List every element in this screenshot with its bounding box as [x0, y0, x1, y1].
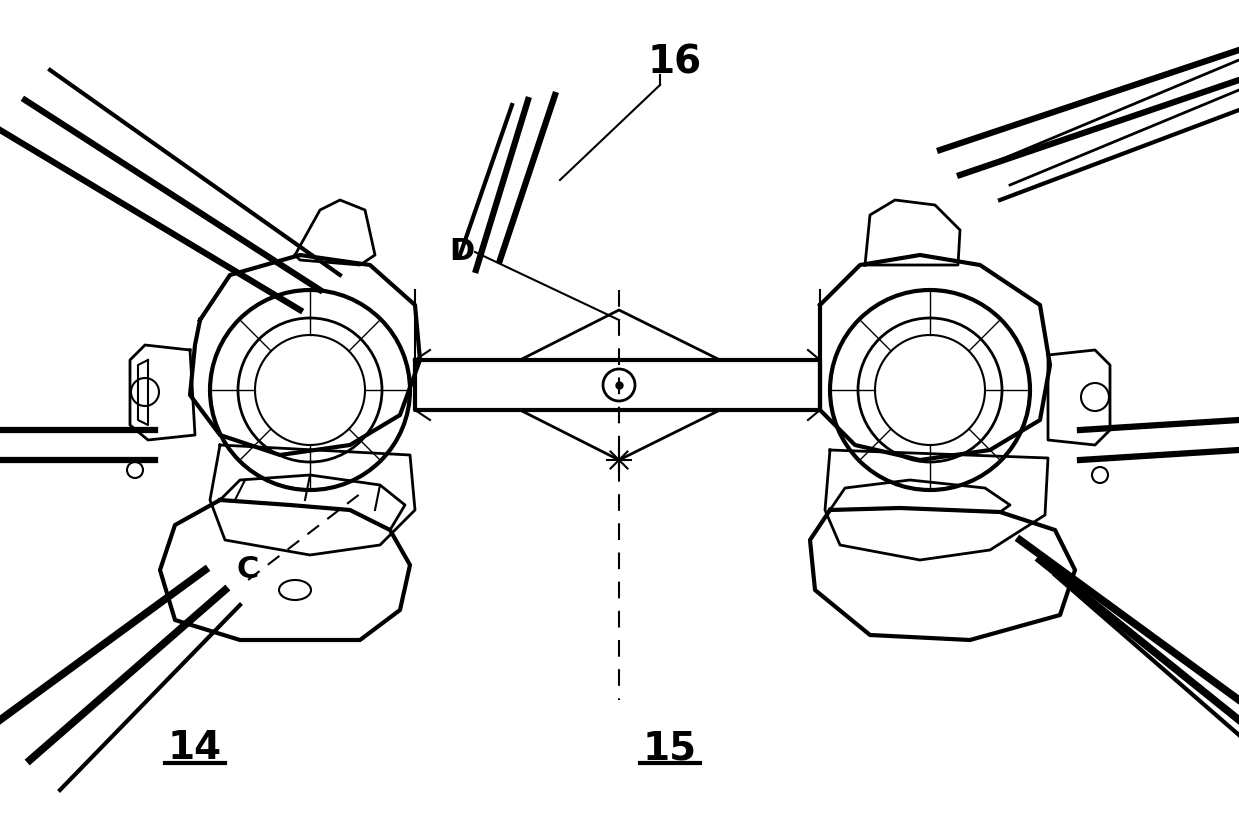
Text: C: C: [237, 555, 259, 585]
Text: 16: 16: [648, 43, 703, 81]
Text: D: D: [450, 237, 475, 267]
Text: 15: 15: [643, 729, 698, 767]
Text: 14: 14: [169, 729, 222, 767]
